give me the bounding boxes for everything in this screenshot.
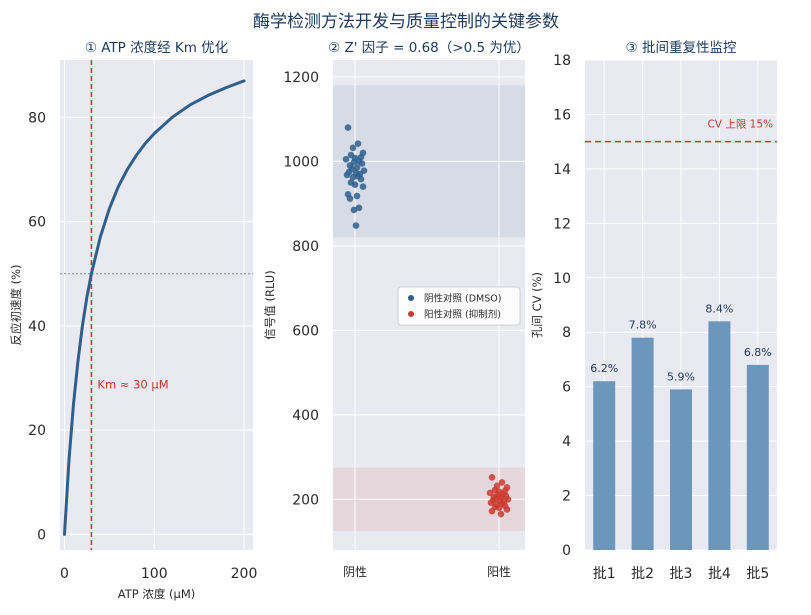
panel-title: ① ATP 浓度经 Km 优化 — [85, 40, 228, 56]
negative-point — [349, 174, 357, 181]
y-tick-label: 800 — [292, 239, 319, 255]
legend-marker-negative — [408, 295, 414, 301]
negative-point — [353, 164, 361, 172]
panel-z-factor: 200 400 600 800 1000 1200 阴性 阳性 ② Z' 因子 = 0.68（… — [263, 40, 530, 579]
positive-point — [488, 507, 496, 515]
y-axis-label: 信号值 (RLU) — [263, 270, 277, 339]
x-tick-label: 批2 — [631, 566, 654, 582]
positive-point — [497, 510, 505, 518]
y-tick-label: 16 — [553, 107, 571, 123]
x-tick-label: 批5 — [746, 566, 769, 582]
panel-batch-cv: 6.2% 7.8% 5.9% 8.4% 6.8% 0 2 4 6 8 10 12 14 16 18 批1 批2… — [530, 39, 777, 582]
negative-point — [351, 181, 359, 188]
x-tick-label: 批3 — [670, 566, 693, 582]
km-annotation: Km ≈ 30 μM — [97, 377, 168, 391]
legend-label-negative: 阴性对照 (DMSO) — [424, 293, 501, 305]
bar-value-label: 8.4% — [705, 302, 733, 315]
legend-box — [397, 286, 521, 326]
x-tick-label: 批4 — [708, 566, 731, 582]
y-tick-label: 80 — [28, 110, 46, 126]
bar-value-label: 7.8% — [629, 319, 657, 332]
negative-point — [355, 204, 363, 212]
y-tick-label: 20 — [28, 423, 46, 439]
negative-point — [357, 175, 365, 183]
y-tick-label: 10 — [553, 271, 571, 287]
y-tick-label: 40 — [28, 319, 46, 335]
bar-value-label: 6.8% — [744, 346, 772, 359]
y-axis-label: 孔间 CV (%) — [530, 272, 544, 338]
y-tick-label: 0 — [37, 527, 46, 543]
velocity-curve — [63, 79, 246, 536]
panel-atp-km: 0 20 40 60 80 0 100 200 ① ATP 浓度经 Km 优化 ATP 浓度 … — [9, 40, 257, 601]
negative-point — [358, 160, 366, 167]
negative-point — [354, 140, 362, 147]
x-tick-label: 阴性 — [343, 565, 367, 579]
bar-value-label: 6.2% — [590, 362, 618, 375]
x-axis-label: ATP 浓度 (μM) — [118, 587, 195, 601]
x-tick-label: 200 — [231, 566, 258, 582]
y-tick-label: 14 — [553, 162, 571, 178]
negative-point — [342, 155, 350, 163]
x-tick-label: 0 — [60, 566, 69, 582]
positive-point — [488, 474, 496, 481]
bar — [708, 321, 731, 550]
panel-title: ② Z' 因子 = 0.68（>0.5 为优） — [328, 40, 530, 56]
bar — [593, 381, 616, 550]
legend-marker-positive — [408, 311, 414, 317]
negative-point — [359, 183, 367, 191]
negative-point — [346, 195, 354, 202]
legend: 阴性对照 (DMSO) 阳性对照 (抑制剂) — [397, 286, 521, 326]
x-tick-label: 批1 — [593, 566, 616, 582]
y-tick-label: 1200 — [283, 70, 319, 86]
cv-limit-annotation: CV 上限 15% — [707, 119, 773, 131]
y-tick-label: 8 — [562, 325, 571, 341]
negative-point — [349, 144, 357, 152]
y-tick-label: 600 — [292, 323, 319, 339]
y-tick-label: 200 — [292, 492, 319, 508]
bar — [631, 337, 654, 550]
positive-point — [487, 499, 495, 506]
panel-title: ③ 批间重复性监控 — [626, 39, 737, 56]
negative-point — [343, 171, 351, 179]
positive-point — [498, 479, 506, 486]
positive-point — [495, 504, 503, 512]
y-tick-label: 400 — [292, 408, 319, 424]
y-tick-label: 12 — [553, 216, 571, 232]
legend-label-positive: 阳性对照 (抑制剂) — [424, 309, 501, 321]
negative-point — [344, 124, 352, 131]
negative-point — [350, 206, 358, 214]
negative-point — [352, 222, 360, 229]
bar — [670, 389, 692, 550]
figure-title: 酶学检测方法开发与质量控制的关键参数 — [253, 12, 559, 32]
y-tick-label: 2 — [562, 489, 571, 505]
y-tick-label: 1000 — [283, 154, 319, 170]
x-tick-label: 阳性 — [487, 565, 511, 579]
bar — [746, 364, 769, 550]
y-tick-label: 18 — [553, 53, 571, 69]
y-tick-label: 6 — [562, 380, 571, 396]
bar-value-label: 5.9% — [667, 370, 695, 383]
negative-point — [353, 192, 361, 200]
x-tick-label: 100 — [141, 566, 168, 582]
positive-point — [503, 506, 511, 513]
y-tick-label: 0 — [562, 543, 571, 559]
y-axis-label: 反应初速度 (%) — [9, 264, 23, 345]
y-tick-label: 60 — [28, 215, 46, 231]
y-tick-label: 4 — [562, 434, 571, 450]
